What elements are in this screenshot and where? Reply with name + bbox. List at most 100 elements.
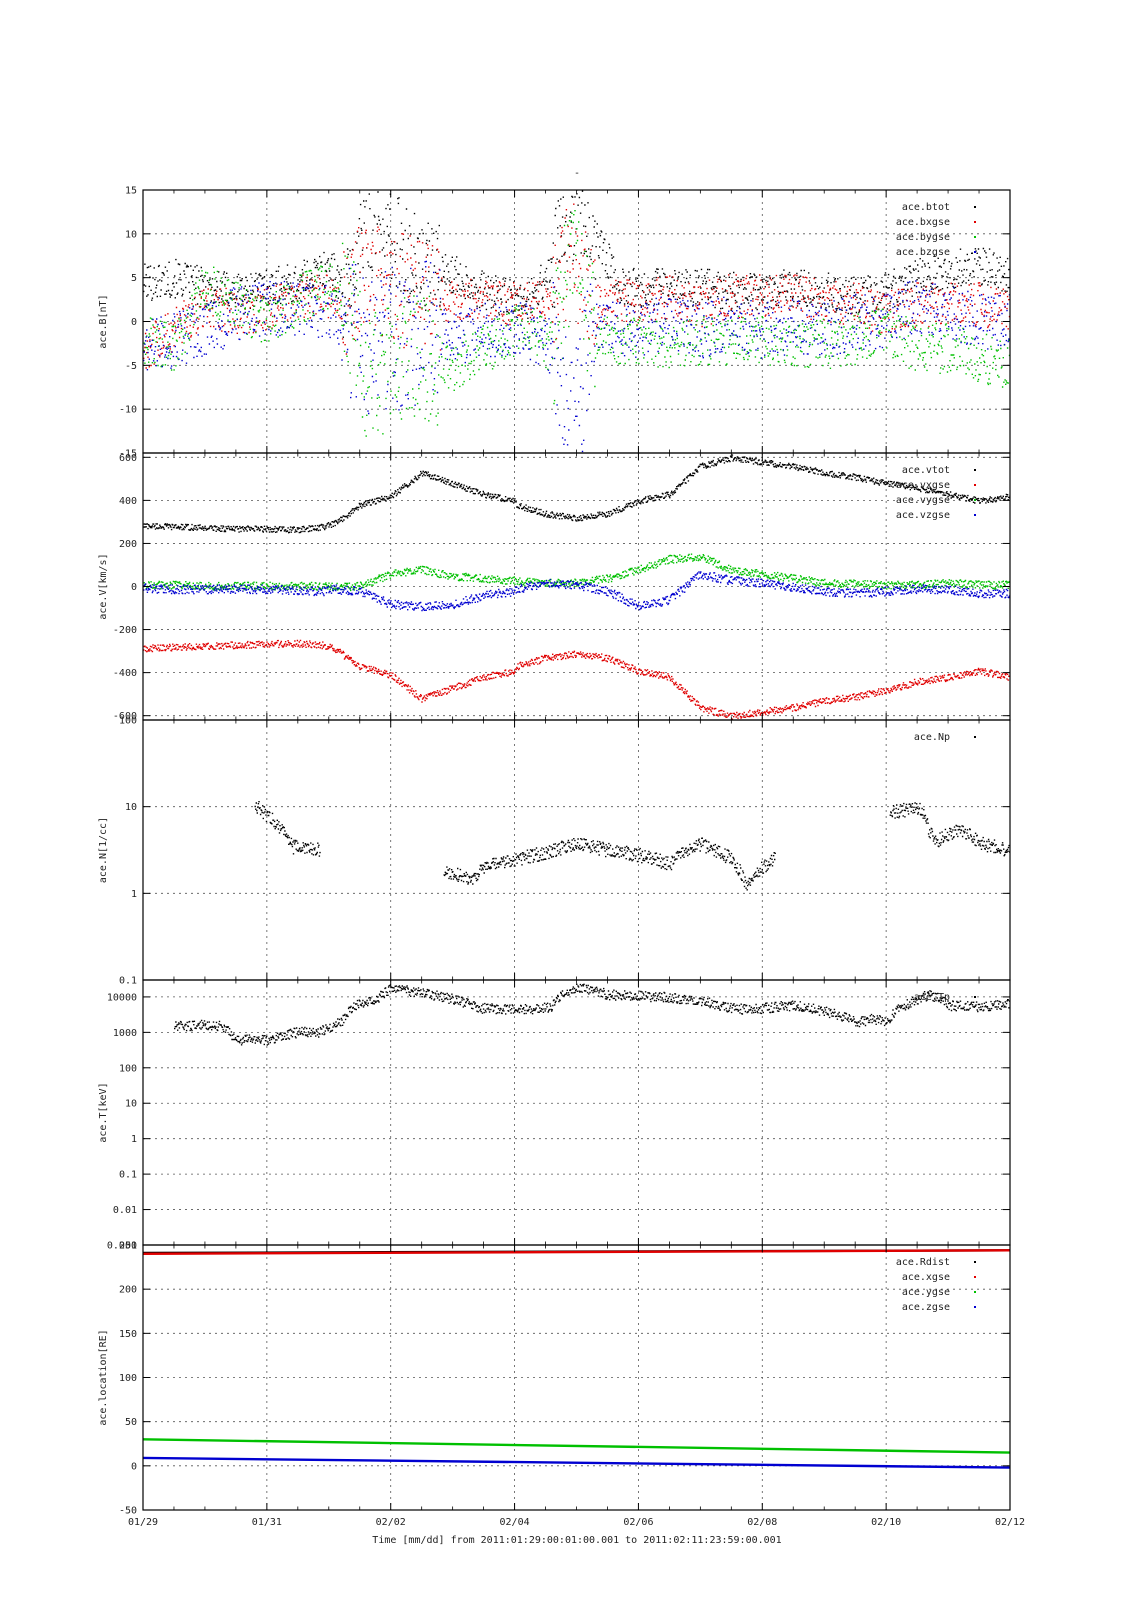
- y-tick-label: 5: [131, 273, 137, 284]
- x-tick-label: 01/31: [252, 1517, 282, 1528]
- series-points: [254, 801, 1010, 891]
- y-tick-label: 150: [119, 1329, 137, 1340]
- grid: [143, 720, 1010, 980]
- y-axis-label: ace.N[1/cc]: [98, 817, 109, 883]
- y-tick-label: 50: [125, 1417, 137, 1428]
- series-points: [143, 190, 1010, 338]
- y-tick-label: 100: [119, 1373, 137, 1384]
- legend-marker: [974, 469, 976, 471]
- series-points: [143, 260, 1010, 453]
- series-line: [143, 1249, 1010, 1256]
- y-tick-label: -15: [119, 449, 137, 460]
- series-line: [143, 1438, 1010, 1454]
- x-tick-label: 02/06: [623, 1517, 653, 1528]
- legend: ace.vtot ace.vxgse ace.vygse ace.vzgse: [896, 465, 976, 521]
- series-ace-btot: [143, 190, 1010, 338]
- grid: [143, 453, 1010, 720]
- legend-marker: [974, 736, 976, 738]
- x-tick-label: 02/04: [500, 1517, 530, 1528]
- series-points: [143, 639, 1010, 720]
- panel-frame: [142, 719, 1011, 981]
- legend-marker: [974, 1261, 976, 1263]
- series-points: [174, 983, 1010, 1046]
- legend-label: ace.bygse: [896, 232, 950, 243]
- legend-label: ace.Np: [914, 732, 950, 743]
- legend-label: ace.btot: [902, 202, 950, 213]
- y-tick-label: 0: [131, 582, 137, 593]
- legend-label: ace.zgse: [902, 1302, 950, 1313]
- panel-1: -15 -10 -5 0 5 10 15 ace.B[nT] ace.btot ace.bxgse…: [98, 186, 1011, 460]
- legend-label: ace.Tp: [914, 992, 950, 1003]
- y-tick-label: 10: [125, 802, 137, 813]
- legend-marker: [974, 236, 976, 238]
- x-tick-label: 02/12: [995, 1517, 1025, 1528]
- legend-label: ace.Rdist: [896, 1257, 950, 1268]
- x-tick-label: 01/29: [128, 1517, 158, 1528]
- y-tick-label: -200: [113, 625, 137, 636]
- y-tick-label: 0.1: [119, 1170, 137, 1181]
- series-ace-vtot: [143, 454, 1010, 534]
- y-tick-label: 10000: [107, 992, 137, 1003]
- grid: [143, 980, 1010, 1245]
- series-ace-vxgse: [143, 639, 1010, 720]
- y-tick-label: 1000: [113, 1028, 137, 1039]
- x-tick-label: 02/08: [747, 1517, 777, 1528]
- legend-label: ace.vxgse: [896, 480, 950, 491]
- series-ace-zgse: [143, 1456, 1010, 1469]
- y-tick-label: 400: [119, 496, 137, 507]
- legend-marker: [974, 206, 976, 208]
- x-tick-labels: 01/29 01/31 02/02 02/04 02/06 02/08 02/10 02/12: [128, 1517, 1025, 1528]
- y-tick-label: 600: [119, 453, 137, 464]
- y-tick-label: 100: [119, 1063, 137, 1074]
- series-ace-vygse: [143, 553, 1010, 592]
- x-axis-label: Time [mm/dd] from 2011:01:29:00:01:00.00…: [372, 1535, 781, 1546]
- legend: ace.btot ace.bxgse ace.bygse ace.bzgse: [896, 202, 976, 258]
- legend-label: ace.bzgse: [896, 247, 950, 258]
- legend-marker: [974, 484, 976, 486]
- panel-frame: [142, 979, 1011, 1246]
- y-tick-label: -10: [119, 405, 137, 416]
- y-axis-label: ace.V[km/s]: [98, 553, 109, 619]
- legend-label: ace.ygse: [902, 1287, 950, 1298]
- y-tick-label: 0.001: [107, 1241, 137, 1252]
- series-ace-vzgse: [143, 571, 1010, 612]
- series-points: [143, 553, 1010, 592]
- y-tick-label: -400: [113, 668, 137, 679]
- series-points: [143, 571, 1010, 612]
- y-tick-label: -600: [113, 711, 137, 722]
- legend-marker: [974, 996, 976, 998]
- legend-marker: [974, 221, 976, 223]
- panels: -15-10-5051015ace.B[nT]ace.btotace.bxgse…: [98, 186, 1011, 1517]
- y-axis-label: ace.T[keV]: [98, 1082, 109, 1142]
- y-tick-label: -5: [125, 361, 137, 372]
- legend-marker: [974, 1306, 976, 1308]
- y-tick-label: 10: [125, 1099, 137, 1110]
- series-line: [143, 1456, 1010, 1469]
- y-tick-label: 200: [119, 539, 137, 550]
- series-ace-Np: [254, 801, 1010, 891]
- y-tick-label: 100: [119, 716, 137, 727]
- y-tick-label: 200: [119, 1285, 137, 1296]
- y-tick-label: -50: [119, 1506, 137, 1517]
- legend-label: ace.xgse: [902, 1272, 950, 1283]
- panel-5: -50 0 50 100 150 200 250 ace.location[RE] ace.Rd…: [98, 1241, 1011, 1517]
- panel-3: 0.1 1 10 100 ace.N[1/cc] ace.Np: [98, 716, 1011, 987]
- legend-marker: [974, 1276, 976, 1278]
- legend-label: ace.vygse: [896, 495, 950, 506]
- panel-4: 0.001 0.01 0.1 1 10 100 1000 10000 ace.T[keV] ace…: [98, 979, 1011, 1252]
- y-axis-label: ace.location[RE]: [98, 1329, 109, 1425]
- x-tick-label: 02/02: [376, 1517, 406, 1528]
- legend-label: ace.vzgse: [896, 510, 950, 521]
- series-points: [143, 210, 1010, 437]
- legend-label: ace.vtot: [902, 465, 950, 476]
- series-ace-ygse: [143, 1438, 1010, 1454]
- y-axis-label: ace.B[nT]: [98, 294, 109, 348]
- y-tick-label: 10: [125, 229, 137, 240]
- series-ace-bygse: [143, 210, 1010, 437]
- chart-title: -: [574, 168, 580, 179]
- legend: ace.Np: [914, 732, 976, 743]
- panel-2: -600 -400 -200 0 200 400 600 ace.V[km/s] ace.vto…: [98, 452, 1011, 722]
- legend: ace.Tp: [914, 992, 976, 1003]
- series-ace-bzgse: [143, 260, 1010, 453]
